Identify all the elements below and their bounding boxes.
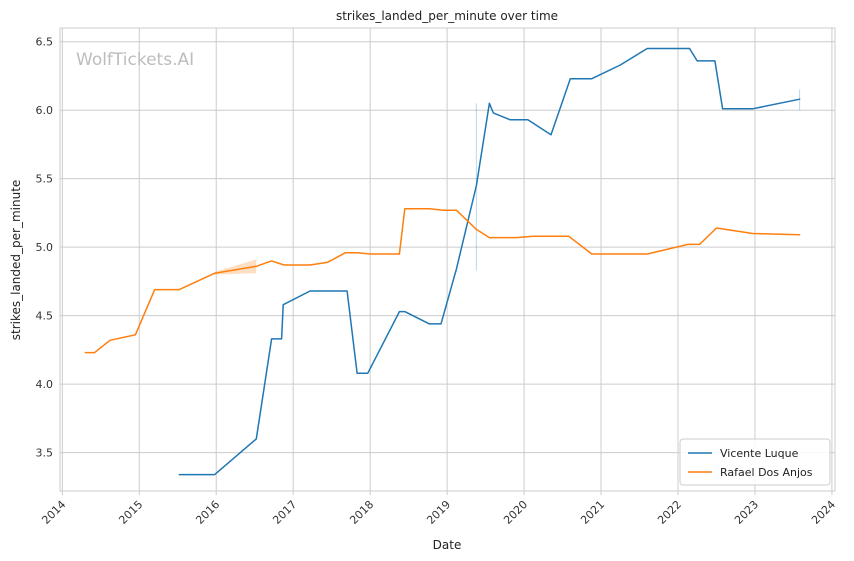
y-tick-label: 5.0 [36, 241, 54, 254]
legend-box [679, 438, 831, 486]
series-line-rafael-dos-anjos [84, 208, 801, 354]
y-tick-label: 3.5 [36, 447, 54, 460]
legend-label-vicente-luque: Vicente Luque [720, 447, 799, 460]
chart-title: strikes_landed_per_minute over time [336, 9, 558, 23]
y-axis-title: strikes_landed_per_minute [9, 180, 23, 341]
watermark-text: WolfTickets.AI [76, 50, 194, 70]
y-tick-label: 4.0 [36, 378, 54, 391]
series-line-vicente-luque [178, 47, 801, 476]
y-tick-label: 6.5 [36, 36, 54, 49]
y-tick-label: 6.0 [36, 104, 54, 117]
x-axis-title: Date [433, 538, 462, 552]
y-tick-label: 5.5 [36, 173, 54, 186]
y-axis-ticks: 3.5 4.0 4.5 5.0 5.5 6.0 6.5 [36, 36, 54, 460]
grid-lines [60, 28, 835, 491]
series-lines [84, 47, 801, 476]
legend: Vicente Luque Rafael Dos Anjos [679, 438, 831, 486]
legend-label-rafael-dos-anjos: Rafael Dos Anjos [720, 466, 813, 479]
y-tick-label: 4.5 [36, 310, 54, 323]
